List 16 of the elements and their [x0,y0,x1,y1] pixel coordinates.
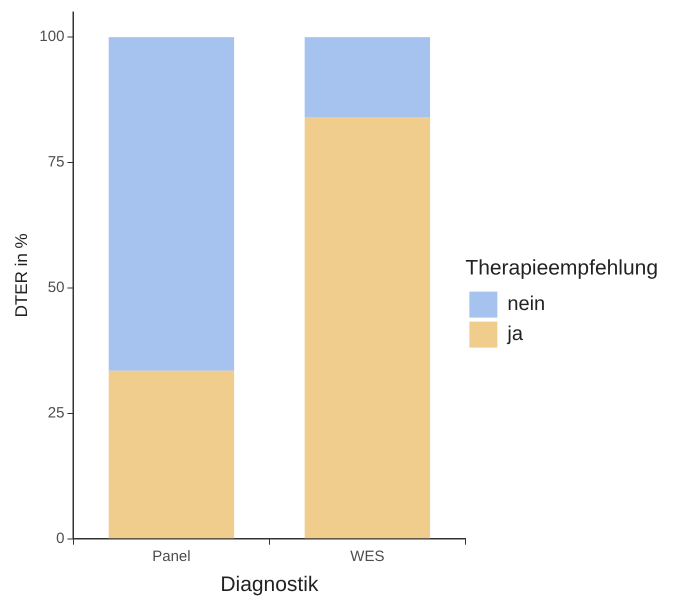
legend-title: Therapieempfehlung [465,256,658,280]
y-tick-label: 75 [48,154,64,171]
y-tick-label: 0 [56,530,64,547]
y-axis-title: DTER in % [12,233,31,318]
y-tick-label: 25 [48,404,64,422]
x-tick-label: Panel [152,548,191,565]
bar [304,117,430,538]
y-tick-label: 100 [39,28,64,46]
bar [108,37,234,371]
y-tick-label: 50 [48,279,64,296]
legend-label: ja [506,323,524,346]
x-axis-title: Diagnostik [220,573,319,596]
bar [108,370,234,538]
bar [304,37,430,118]
legend-label: nein [507,293,546,316]
x-tick-label: WES [350,548,384,565]
